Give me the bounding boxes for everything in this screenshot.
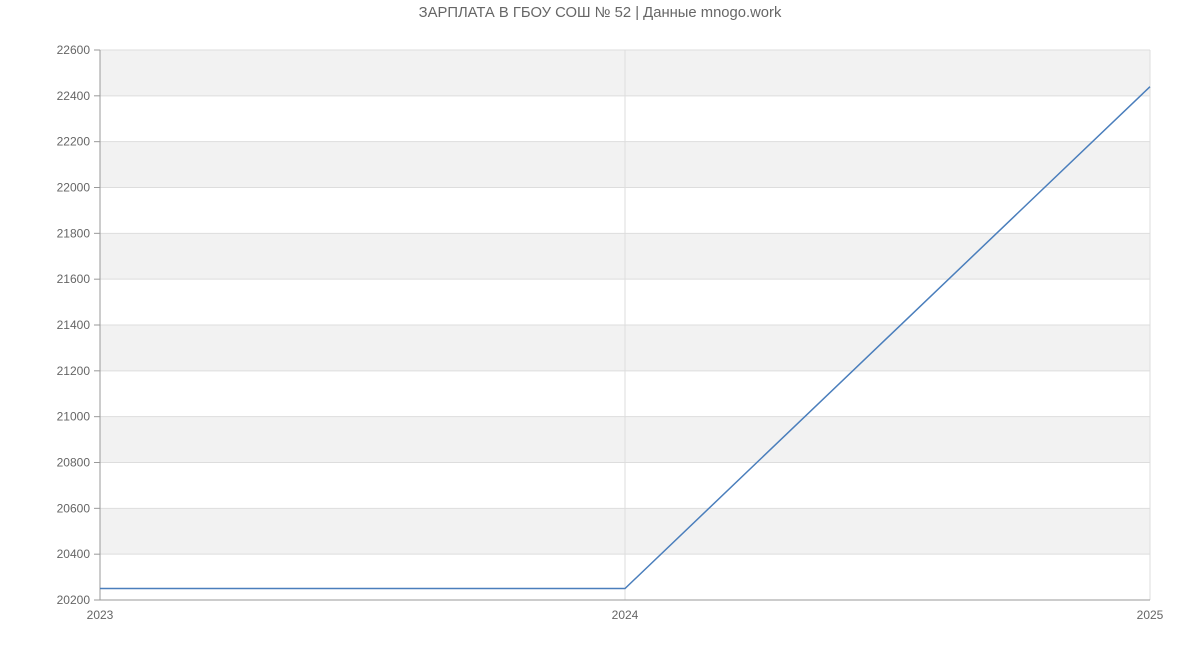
svg-text:20600: 20600 [57, 501, 91, 515]
svg-text:22000: 22000 [57, 181, 91, 195]
svg-text:20800: 20800 [57, 456, 91, 470]
svg-text:21200: 21200 [57, 364, 91, 378]
svg-text:21800: 21800 [57, 226, 91, 240]
svg-text:2024: 2024 [612, 608, 639, 622]
svg-text:22400: 22400 [57, 89, 91, 103]
svg-text:22200: 22200 [57, 135, 91, 149]
svg-text:22600: 22600 [57, 43, 91, 57]
svg-text:21400: 21400 [57, 318, 91, 332]
svg-text:21000: 21000 [57, 410, 91, 424]
svg-text:20200: 20200 [57, 593, 91, 607]
svg-text:21600: 21600 [57, 272, 91, 286]
svg-text:2025: 2025 [1137, 608, 1164, 622]
svg-text:20400: 20400 [57, 547, 91, 561]
svg-text:2023: 2023 [87, 608, 114, 622]
